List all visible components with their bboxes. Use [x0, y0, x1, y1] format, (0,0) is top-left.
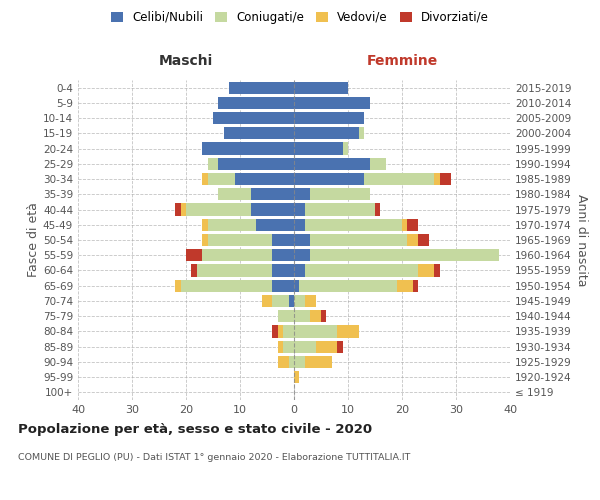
Bar — [272, 280, 294, 292]
Bar — [294, 218, 305, 231]
Bar — [272, 295, 289, 307]
Bar — [229, 82, 294, 94]
Bar — [213, 112, 294, 124]
Bar — [294, 204, 305, 216]
Bar — [364, 173, 434, 185]
Bar — [294, 326, 337, 338]
Bar — [294, 173, 364, 185]
Bar — [375, 204, 380, 216]
Bar — [294, 310, 310, 322]
Bar — [299, 280, 397, 292]
Bar — [278, 340, 283, 353]
Bar — [289, 295, 294, 307]
Bar — [434, 264, 440, 276]
Bar — [235, 173, 294, 185]
Bar — [294, 280, 299, 292]
Bar — [186, 204, 251, 216]
Bar — [191, 264, 197, 276]
Bar — [343, 142, 348, 154]
Bar — [208, 173, 235, 185]
Bar — [310, 310, 321, 322]
Bar — [440, 173, 451, 185]
Bar — [407, 234, 418, 246]
Bar — [310, 249, 499, 262]
Bar — [305, 204, 375, 216]
Bar — [208, 218, 256, 231]
Bar — [202, 218, 208, 231]
Bar — [202, 173, 208, 185]
Bar — [359, 127, 364, 140]
Bar — [251, 188, 294, 200]
Bar — [197, 264, 272, 276]
Bar — [256, 218, 294, 231]
Bar — [218, 188, 251, 200]
Bar — [316, 340, 337, 353]
Bar — [278, 310, 294, 322]
Text: Maschi: Maschi — [159, 54, 213, 68]
Bar — [175, 280, 181, 292]
Bar — [294, 249, 310, 262]
Bar — [181, 280, 272, 292]
Bar — [402, 218, 407, 231]
Bar — [224, 127, 294, 140]
Bar — [272, 234, 294, 246]
Bar — [294, 82, 348, 94]
Bar — [278, 326, 283, 338]
Bar — [434, 173, 440, 185]
Bar — [294, 142, 343, 154]
Bar — [218, 158, 294, 170]
Bar — [294, 340, 316, 353]
Bar — [208, 158, 218, 170]
Bar — [418, 234, 429, 246]
Bar — [337, 326, 359, 338]
Bar — [294, 234, 310, 246]
Bar — [208, 234, 272, 246]
Bar — [294, 158, 370, 170]
Bar — [418, 264, 434, 276]
Bar — [413, 280, 418, 292]
Bar — [407, 218, 418, 231]
Legend: Celibi/Nubili, Coniugati/e, Vedovi/e, Divorziati/e: Celibi/Nubili, Coniugati/e, Vedovi/e, Di… — [111, 11, 489, 24]
Bar — [305, 356, 332, 368]
Bar — [272, 326, 278, 338]
Text: Popolazione per età, sesso e stato civile - 2020: Popolazione per età, sesso e stato civil… — [18, 422, 372, 436]
Y-axis label: Fasce di età: Fasce di età — [27, 202, 40, 278]
Bar — [337, 340, 343, 353]
Bar — [294, 112, 364, 124]
Bar — [294, 188, 310, 200]
Y-axis label: Anni di nascita: Anni di nascita — [575, 194, 588, 286]
Bar — [294, 264, 305, 276]
Bar — [321, 310, 326, 322]
Bar — [294, 356, 305, 368]
Bar — [305, 264, 418, 276]
Bar — [289, 356, 294, 368]
Bar — [251, 204, 294, 216]
Bar — [283, 326, 294, 338]
Bar — [175, 204, 181, 216]
Bar — [262, 295, 272, 307]
Bar — [272, 249, 294, 262]
Bar — [310, 234, 407, 246]
Text: COMUNE DI PEGLIO (PU) - Dati ISTAT 1° gennaio 2020 - Elaborazione TUTTITALIA.IT: COMUNE DI PEGLIO (PU) - Dati ISTAT 1° ge… — [18, 452, 410, 462]
Bar — [278, 356, 289, 368]
Bar — [218, 97, 294, 109]
Bar — [294, 127, 359, 140]
Bar — [202, 142, 294, 154]
Bar — [305, 218, 402, 231]
Bar — [294, 371, 299, 383]
Bar — [294, 97, 370, 109]
Bar — [397, 280, 413, 292]
Bar — [202, 234, 208, 246]
Bar — [310, 188, 370, 200]
Bar — [272, 264, 294, 276]
Bar — [294, 295, 305, 307]
Bar — [181, 204, 186, 216]
Text: Femmine: Femmine — [367, 54, 437, 68]
Bar — [202, 249, 272, 262]
Bar — [283, 340, 294, 353]
Bar — [186, 249, 202, 262]
Bar — [305, 295, 316, 307]
Bar — [370, 158, 386, 170]
